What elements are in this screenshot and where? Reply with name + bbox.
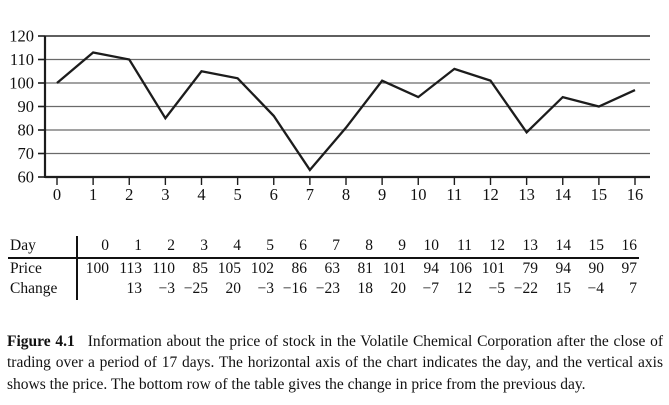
table-cell: −7 [422,280,440,298]
day-row: Day 0 1 2 3 4 5 6 7 8 9 10 11 12 13 14 15 16 [8,236,639,259]
table-cell: 11 [441,236,474,259]
price-table: Day 0 1 2 3 4 5 6 7 8 9 10 11 12 13 14 15 16 Price 100 113 11… [8,236,639,300]
table-cell: 97 [621,259,638,277]
x-tick-label: 6 [270,185,278,204]
table-cell: 5 [243,236,276,259]
table-cell: 15 [555,280,572,298]
table-cell: 7 [629,280,637,298]
table-cell: 18 [357,280,374,298]
table-cell: 105 [217,259,241,277]
table-cell: 79 [522,259,539,277]
table-cell: 81 [357,259,374,277]
table-cell: 63 [324,259,341,277]
table-cell: 10 [408,236,441,259]
x-tick-label: 10 [410,185,427,204]
table-cell: −5 [488,280,506,298]
table-cell: 113 [119,259,142,277]
x-tick-label: 8 [342,185,350,204]
row-header-change: Change [8,279,78,300]
row-header-price: Price [8,257,78,280]
price-table-wrap: Day 0 1 2 3 4 5 6 7 8 9 10 11 12 13 14 15 16 Price 100 113 11… [8,236,669,300]
figure-caption-text: Information about the price of stock in … [7,332,663,393]
x-tick-label: 16 [627,185,644,204]
table-cell: 90 [588,259,605,277]
change-row: Change 13 −3 −25 20 −3 −16 −23 18 20 −7 12 −5 −22 15 −4… [8,279,639,300]
y-tick-label: 120 [9,27,34,46]
x-tick-label: 0 [53,185,61,204]
y-tick-label: 100 [9,74,34,93]
y-tick-label: 90 [18,97,35,116]
table-cell: 86 [291,259,308,277]
row-header-day: Day [8,236,78,259]
x-tick-label: 5 [234,185,242,204]
table-cell [77,279,111,300]
x-tick-label: 12 [482,185,499,204]
table-cell: 94 [423,259,440,277]
x-tick-label: 4 [197,185,205,204]
table-cell: 8 [342,236,375,259]
y-tick-label: 60 [18,168,35,187]
y-tick-label: 80 [18,121,35,140]
x-tick-label: 15 [591,185,608,204]
table-cell: 12 [474,236,507,259]
table-cell: 85 [192,259,209,277]
table-cell: 7 [309,236,342,259]
figure-label: Figure 4.1 [7,332,75,350]
x-tick-label: 13 [518,185,535,204]
table-cell: 110 [152,259,175,277]
table-cell: 13 [126,280,143,298]
x-tick-label: 9 [378,185,386,204]
x-tick-label: 3 [161,185,169,204]
x-tick-label: 1 [89,185,97,204]
table-cell: 15 [573,236,606,259]
x-tick-label: 11 [446,185,462,204]
table-cell: 102 [250,259,274,277]
table-cell: 9 [375,236,408,259]
table-cell: 4 [210,236,243,259]
price-series-line [56,51,636,172]
figure-caption: Figure 4.1 Information about the price of… [7,331,663,395]
table-cell: 106 [448,259,472,277]
table-cell: 100 [85,259,109,277]
table-cell: 101 [382,259,406,277]
table-cell: 3 [177,236,210,259]
y-tick-label: 110 [10,50,34,69]
table-cell: −16 [282,280,307,298]
table-cell: 14 [540,236,573,259]
table-cell: 2 [144,236,177,259]
x-tick-label: 7 [306,185,314,204]
table-cell: 101 [481,259,505,277]
table-cell: 1 [111,236,144,259]
table-cell: 20 [225,280,242,298]
table-cell: 16 [606,236,639,259]
figure-page: 60 70 80 90 100 110 120 0 1 2 3 4 5 6 7 8 9 10 11 12 13 14 15 1… [0,8,669,405]
price-row: Price 100 113 110 85 105 102 86 63 81 101 94 106 101 7… [8,257,639,280]
table-cell: 6 [276,236,309,259]
table-cell: 20 [390,280,407,298]
table-cell: 94 [555,259,572,277]
table-cell: −3 [158,280,176,298]
table-cell: −4 [587,280,605,298]
x-tick-label: 2 [125,185,133,204]
table-cell: 12 [456,280,473,298]
x-tick-label: 14 [555,185,572,204]
table-cell: −3 [257,280,275,298]
table-cell: −22 [513,280,538,298]
table-cell: 0 [77,236,111,259]
table-cell: −23 [315,280,340,298]
y-tick-label: 70 [18,144,35,163]
table-cell: 13 [507,236,540,259]
table-cell: −25 [183,280,208,298]
